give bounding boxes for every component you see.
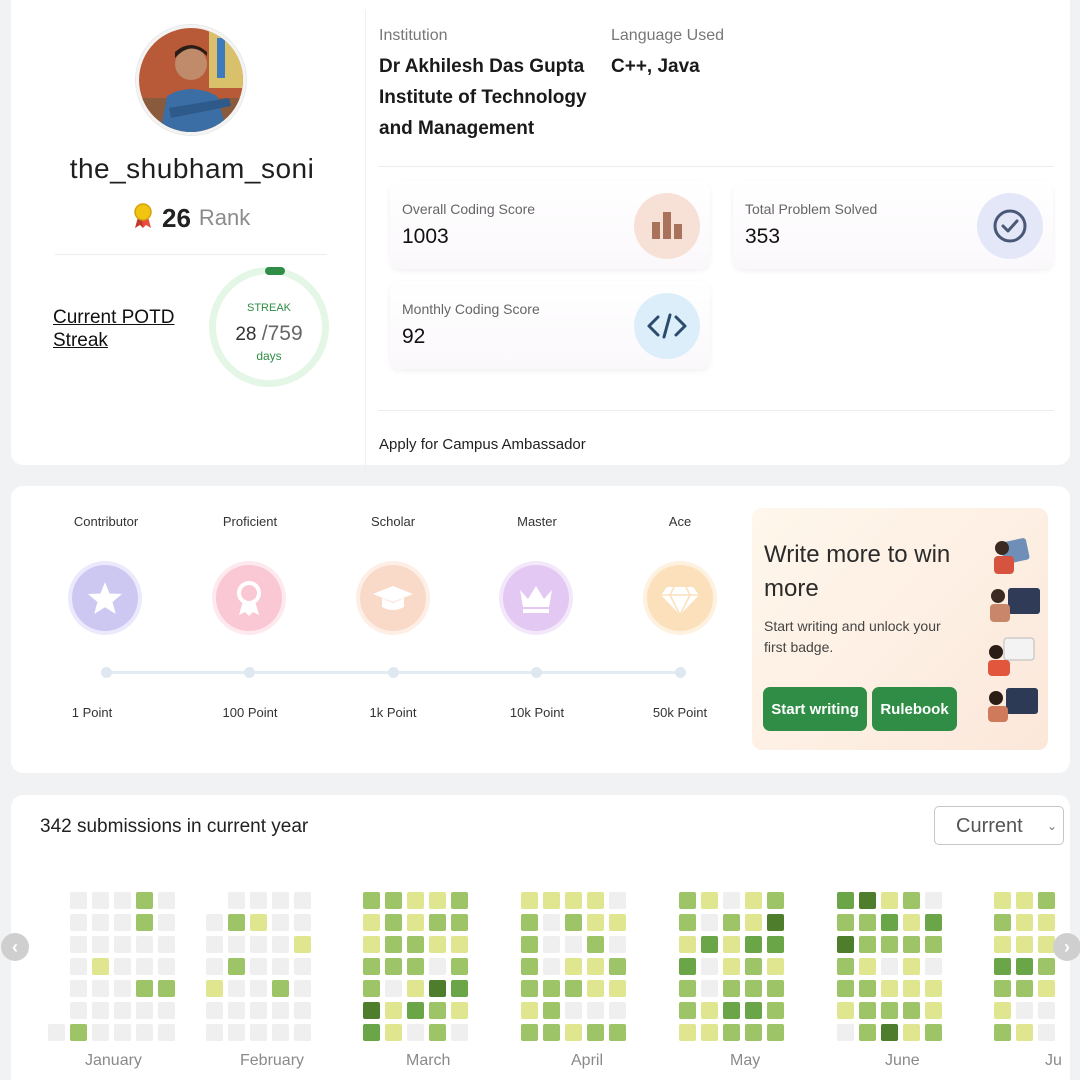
overall-score-card: Overall Coding Score 1003 (390, 181, 710, 269)
streak-label: STREAK (246, 302, 291, 314)
divider (55, 254, 327, 255)
year-select[interactable]: Current ⌄ (934, 806, 1064, 845)
track-dot (388, 667, 399, 678)
badge-name: Proficient (222, 514, 278, 529)
institution-line: and Management (379, 118, 535, 139)
chevron-right-icon: › (1064, 936, 1070, 957)
promo-title: Write more to win more (764, 541, 951, 602)
avatar (136, 25, 246, 135)
badge-name: Ace (668, 514, 692, 529)
institution-line: Institute of Technology (379, 87, 587, 108)
writers-illustration (984, 528, 1048, 733)
scroll-left-button[interactable]: ‹ (1, 933, 29, 961)
promo-subtitle: Start writing and unlock your first badg… (764, 618, 941, 655)
username: the_shubham_soni (69, 153, 315, 184)
rank-label: Rank (198, 205, 251, 230)
year-select-value: Current (956, 815, 1023, 837)
chevron-left-icon: ‹ (12, 936, 18, 957)
month-label: April (571, 1052, 604, 1069)
star-icon (72, 565, 138, 631)
streak-current: 28 (235, 324, 257, 345)
crown-icon (503, 565, 569, 631)
rulebook-button[interactable]: Rulebook (872, 687, 957, 731)
divider (378, 166, 1054, 167)
check-circle-icon (977, 193, 1043, 259)
score-label: Monthly Coding Score (402, 301, 540, 317)
institution-label: Institution (379, 27, 448, 44)
language-label: Language Used (611, 27, 724, 44)
month-label: Ju (1045, 1052, 1062, 1069)
ribbon-icon (216, 565, 282, 631)
institution-value: Dr Akhilesh Das Gupta Institute of Techn… (379, 51, 587, 144)
institution-line: Dr Akhilesh Das Gupta (379, 56, 585, 77)
vertical-divider (365, 10, 366, 475)
streak-unit: days (256, 349, 282, 363)
badge-name: Contributor (73, 514, 139, 529)
start-writing-button[interactable]: Start writing (763, 687, 867, 731)
track-dot (675, 667, 686, 678)
streak-value: 28 /759 (209, 322, 329, 346)
badge-points: 1k Point (369, 705, 417, 720)
score-value: 1003 (402, 225, 449, 248)
total-solved-card: Total Problem Solved 353 (733, 181, 1053, 269)
score-label: Overall Coding Score (402, 201, 536, 217)
score-value: 92 (402, 325, 426, 348)
month-label: February (240, 1052, 305, 1069)
track-dot (101, 667, 112, 678)
month-label: January (85, 1052, 142, 1069)
medal-icon (132, 202, 154, 234)
streak-total: /759 (261, 322, 303, 345)
score-value: 353 (745, 225, 781, 248)
graduation-cap-icon (360, 565, 426, 631)
bar-chart-icon (634, 193, 700, 259)
diamond-icon (647, 565, 713, 631)
campus-ambassador-link[interactable]: Apply for Campus Ambassador (379, 436, 586, 453)
monthly-score-card: Monthly Coding Score 92 (390, 281, 710, 369)
track-dot (531, 667, 542, 678)
rank-row: 26 Rank (132, 202, 250, 234)
submissions-title: 342 submissions in current year (40, 816, 309, 837)
badge-name: Master (517, 514, 557, 529)
chevron-down-icon: ⌄ (1046, 819, 1057, 833)
potd-streak-link[interactable]: Current POTD Streak (53, 307, 175, 351)
badge-points: 10k Point (509, 705, 565, 720)
streak-progress-indicator (265, 267, 285, 275)
month-label: June (885, 1052, 920, 1069)
badge-name: Scholar (370, 514, 416, 529)
code-icon (634, 293, 700, 359)
badge-points: 100 Point (222, 705, 278, 720)
badge-points: 50k Point (652, 705, 708, 720)
month-label: May (730, 1052, 761, 1069)
badge-points: 1 Point (71, 705, 113, 720)
rank-value: 26 (162, 202, 191, 233)
language-value: C++, Java (611, 56, 700, 77)
score-label: Total Problem Solved (745, 201, 878, 217)
track-dot (244, 667, 255, 678)
scroll-right-button[interactable]: › (1053, 933, 1080, 961)
divider (378, 410, 1054, 411)
month-label: March (406, 1052, 451, 1069)
